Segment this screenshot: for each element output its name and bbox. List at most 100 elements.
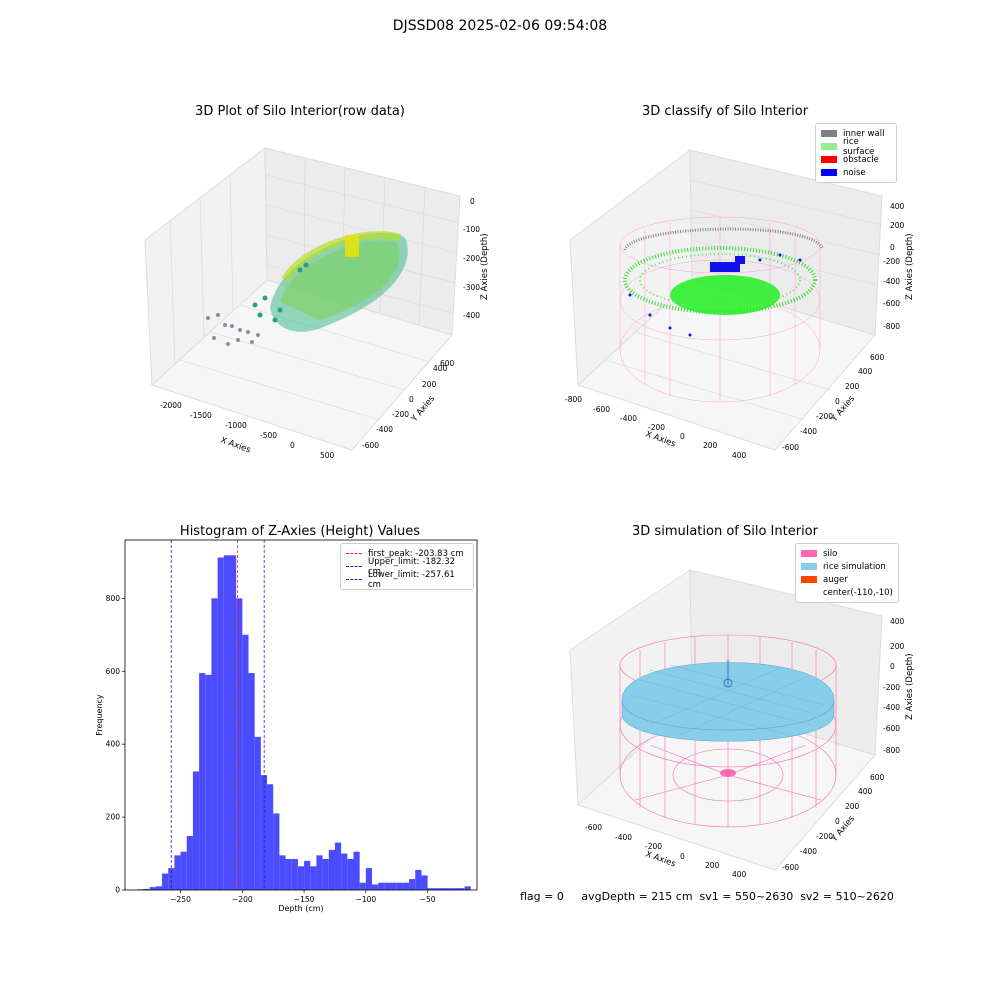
p1-ztick: -200: [463, 254, 480, 263]
y-tick-label: 0: [115, 886, 120, 895]
histogram-bar: [297, 866, 305, 890]
histogram-bar: [229, 555, 237, 890]
p2-ytick: 400: [858, 367, 873, 376]
histogram-bar: [168, 868, 175, 890]
p2-ztick: -800: [883, 322, 900, 331]
histogram-chart: −250 −200 −150 −100 −50 0 200 400 600 800 Depth …: [95, 539, 478, 913]
p2-ztick: -400: [883, 277, 900, 286]
p2-ytick: -600: [782, 443, 799, 452]
histogram-bar: [162, 873, 169, 890]
p1-xtick: -500: [260, 431, 277, 440]
panel3-title: Histogram of Z-Axies (Height) Values: [179, 524, 421, 539]
histogram-bar: [458, 888, 465, 890]
p1-xtick: -1500: [190, 411, 212, 420]
p4-ztick: -800: [883, 746, 900, 755]
x-tick-label: −250: [170, 895, 191, 904]
p1-xtick: 0: [290, 441, 295, 450]
legend-swatch-silo: [801, 550, 817, 557]
legend-upper-limit: Upper_limit: -182.32 cm: [368, 556, 456, 577]
p1-ytick: 400: [433, 364, 448, 373]
noise-points: [628, 253, 802, 337]
histogram-bar: [254, 736, 261, 890]
x-tick-label: −200: [232, 895, 253, 904]
histogram-bar: [402, 882, 410, 890]
histogram-bar: [384, 882, 391, 890]
p4-ytick: -200: [816, 832, 833, 841]
p2-ytick: -200: [816, 412, 833, 421]
status-footer: flag = 0 avgDepth = 215 cm sv1 = 550~263…: [520, 890, 894, 903]
histogram-bar: [316, 855, 323, 890]
p2-ylabel: Y Axies: [829, 394, 857, 425]
legend-swatch-obstacle: [821, 156, 837, 163]
legend-inner-wall: inner wall: [843, 128, 885, 139]
p4-xlabel: X Axies: [644, 849, 677, 869]
histogram-bar: [279, 855, 286, 890]
p4-ytick: 0: [835, 817, 840, 826]
p1-ytick: -400: [376, 425, 393, 434]
rice-simulation-surface: [621, 662, 835, 742]
panel1-3d-axes: -2000 -1500 -1000 -500 0 500 -600 -400 -…: [144, 146, 490, 460]
p1-ztick: -400: [463, 311, 480, 320]
histogram-bar: [421, 875, 428, 890]
panel2-legend: inner wall rice surface obstacle noise: [815, 123, 897, 183]
y-tick-label: 400: [106, 740, 121, 749]
histogram-bar: [365, 868, 373, 890]
p1-xtick: 500: [320, 451, 335, 460]
panel4-3d-axes: -600 -400 -200 0 200 400 -600 -400 -200 …: [569, 569, 915, 879]
p2-ztick: 400: [890, 202, 905, 211]
panel4-title: 3D simulation of Silo Interior: [632, 524, 818, 539]
histogram-bar: [205, 674, 212, 890]
legend-line-lower-limit: [346, 579, 362, 580]
histogram-bar: [415, 869, 422, 890]
histogram-bar: [174, 855, 181, 890]
p1-ytick: 200: [422, 380, 437, 389]
p2-xlabel: X Axies: [644, 429, 677, 449]
legend-swatch-noise: [821, 169, 837, 176]
p2-ztick: -200: [883, 257, 900, 266]
p1-xtick: -2000: [160, 401, 182, 410]
p1-zlabel: Z Axies (Depth): [480, 233, 490, 300]
p1-ztick: -100: [463, 225, 480, 234]
histogram-bar: [211, 598, 218, 890]
hist-ylabel: Frequency: [95, 694, 104, 736]
histogram-bar: [439, 888, 447, 890]
p1-ytick: 600: [440, 359, 455, 368]
p2-xtick: -200: [648, 423, 665, 432]
p2-ytick: 600: [870, 353, 885, 362]
hist-xlabel: Depth (cm): [278, 904, 323, 913]
histogram-bar: [322, 859, 329, 890]
histogram-bar: [291, 859, 298, 890]
histogram-bar: [409, 879, 416, 890]
legend-center: center(-110,-10): [823, 587, 893, 598]
histogram-bar: [334, 842, 342, 890]
histogram-bar: [446, 888, 453, 890]
p2-xtick: 0: [680, 432, 685, 441]
p4-xtick: -400: [615, 833, 632, 842]
auger: [723, 660, 733, 688]
histogram-bar: [372, 884, 379, 890]
histogram-bar: [155, 886, 163, 890]
histogram-bar: [236, 598, 243, 890]
p2-ytick: 200: [845, 382, 860, 391]
legend-line-upper-limit: [346, 566, 362, 567]
x-tick-label: −150: [294, 895, 315, 904]
histogram-legend: first_peak: -203.83 cm Upper_limit: -182…: [340, 543, 474, 590]
legend-rice-simulation: rice simulation: [823, 561, 886, 572]
histogram-bar: [186, 836, 193, 890]
p2-xtick: 200: [703, 441, 718, 450]
p4-ytick: 200: [845, 802, 860, 811]
histogram-bar: [464, 886, 471, 890]
x-tick-label: −100: [356, 895, 377, 904]
histogram-bar: [180, 851, 187, 890]
panel4-legend: silo rice simulation auger center(-110,-…: [795, 543, 899, 603]
p1-xlabel: X Axies: [219, 435, 252, 455]
p4-ztick: -400: [883, 703, 900, 712]
p2-ytick: 0: [835, 397, 840, 406]
histogram-bar: [217, 557, 224, 890]
histogram-bar: [143, 888, 150, 890]
p2-ztick: -600: [883, 299, 900, 308]
p4-ytick: 400: [858, 787, 873, 796]
histogram-bar: [248, 673, 255, 890]
histogram-bar: [267, 784, 274, 890]
histogram-bar: [273, 813, 280, 890]
